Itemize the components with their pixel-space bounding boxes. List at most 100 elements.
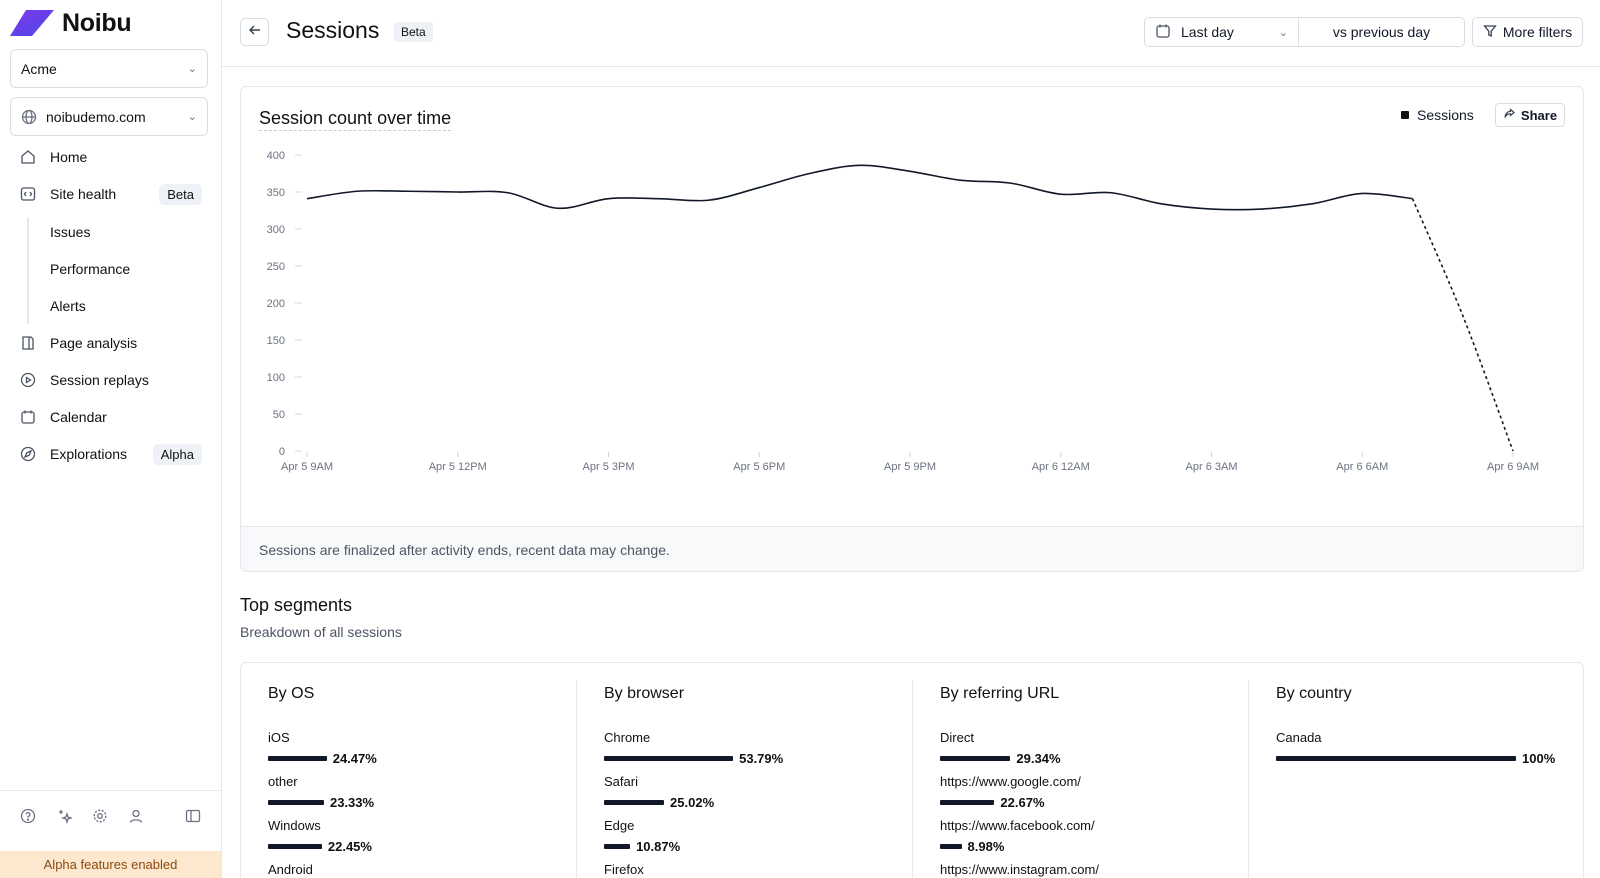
- segment-row[interactable]: Android: [268, 862, 568, 878]
- segment-percent: 24.47%: [332, 750, 377, 766]
- legend-label: Sessions: [1417, 107, 1474, 123]
- nav-calendar[interactable]: Calendar: [18, 403, 202, 431]
- x-tick-label: Apr 6 6AM: [1336, 461, 1388, 473]
- nav-session-replays[interactable]: Session replays: [18, 366, 202, 394]
- chevron-down-icon: ⌄: [187, 111, 197, 123]
- segment-bar: [268, 799, 324, 805]
- sidebar-toggle-icon[interactable]: [183, 806, 203, 826]
- page-header: Sessions Beta Last day ⌄ vs previous day…: [222, 0, 1600, 67]
- segment-row-label: https://www.facebook.com/: [940, 818, 1095, 833]
- nav-performance[interactable]: Performance: [50, 261, 131, 277]
- segment-row[interactable]: https://www.instagram.com/: [940, 862, 1240, 878]
- segment-row[interactable]: Firefox: [604, 862, 904, 878]
- legend-swatch: [1401, 111, 1409, 119]
- segment-row[interactable]: https://www.facebook.com/8.98%: [940, 818, 1240, 855]
- help-icon[interactable]: [18, 806, 38, 826]
- sessions-series-provisional-line[interactable]: [1411, 198, 1514, 452]
- segment-column: By country Canada 100%: [1249, 663, 1585, 878]
- segment-column: By OS iOS 24.47% other 23.33% Windows 22.45% An…: [241, 663, 577, 878]
- chevron-down-icon: ⌄: [1278, 26, 1288, 39]
- user-icon[interactable]: [126, 806, 146, 826]
- segment-percent: 10.87%: [636, 838, 681, 854]
- sidebar-footer: [0, 790, 221, 840]
- gear-icon[interactable]: [90, 806, 110, 826]
- segment-row-label: Direct: [940, 730, 974, 745]
- share-icon: [1503, 107, 1516, 123]
- segment-row[interactable]: Edge 10.87%: [604, 818, 904, 855]
- segment-row-label: Chrome: [604, 730, 651, 745]
- y-tick-label: 300: [267, 224, 285, 236]
- site-select[interactable]: noibudemo.com ⌄: [10, 97, 208, 136]
- session-line-chart: 0 50 100 150 200 250 300 350 400 Apr 5 9AM Apr 5 1…: [267, 150, 1539, 473]
- x-tick-label: Apr 5 6PM: [733, 461, 785, 473]
- globe-icon: [21, 109, 37, 125]
- calendar-icon: [18, 407, 38, 427]
- logo[interactable]: Noibu: [10, 8, 132, 38]
- segment-column-title: By country: [1276, 685, 1352, 702]
- segments-card: By OS iOS 24.47% other 23.33% Windows 22.45% An…: [240, 662, 1584, 878]
- segment-percent: 53.79%: [739, 750, 784, 766]
- date-range-group: Last day ⌄ vs previous day: [1144, 17, 1465, 47]
- segment-row[interactable]: Chrome 53.79%: [604, 730, 904, 767]
- nav-site-health-label: Site health: [50, 186, 117, 202]
- nav-home-label: Home: [50, 149, 88, 165]
- nav-site-health[interactable]: Site health Beta: [18, 180, 202, 208]
- share-label: Share: [1520, 107, 1558, 123]
- book-icon: [18, 333, 38, 353]
- org-select[interactable]: Acme ⌄: [10, 49, 208, 88]
- session-count-card: Session count over time Sessions Share 0…: [240, 86, 1584, 572]
- alpha-badge: Alpha: [152, 443, 202, 465]
- title-beta-badge: Beta: [394, 22, 433, 42]
- chart-title: Session count over time: [259, 108, 452, 131]
- segment-bar: [1276, 755, 1516, 761]
- code-window-icon: [18, 184, 38, 204]
- segment-row[interactable]: Canada 100%: [1276, 730, 1576, 767]
- x-tick-label: Apr 6 3AM: [1186, 461, 1238, 473]
- nav-issues[interactable]: Issues: [50, 224, 91, 240]
- segment-column-title: By browser: [604, 685, 685, 702]
- calendar-icon: [1155, 23, 1171, 42]
- y-tick-label: 50: [273, 409, 285, 421]
- x-tick-label: Apr 5 9AM: [281, 461, 333, 473]
- sparkles-icon[interactable]: [54, 806, 74, 826]
- segment-row[interactable]: other 23.33%: [268, 774, 568, 811]
- nav-alerts[interactable]: Alerts: [50, 298, 86, 314]
- y-tick-label: 150: [267, 335, 285, 347]
- segment-row[interactable]: Windows 22.45%: [268, 818, 568, 855]
- segment-row[interactable]: iOS 24.47%: [268, 730, 568, 767]
- segment-row-label: Edge: [604, 818, 635, 833]
- share-button[interactable]: Share: [1495, 103, 1565, 127]
- compare-select[interactable]: vs previous day: [1332, 24, 1431, 40]
- segment-percent: 22.67%: [1000, 794, 1045, 810]
- segment-percent: 23.33%: [329, 794, 375, 810]
- segment-bar: [604, 755, 734, 761]
- segment-bar: [940, 755, 1011, 761]
- segment-percent: 25.02%: [670, 794, 715, 810]
- x-tick-label: Apr 5 12PM: [429, 461, 487, 473]
- segment-row[interactable]: https://www.google.com/22.67%: [940, 774, 1240, 811]
- more-filters-button[interactable]: More filters: [1472, 17, 1583, 47]
- noibu-logo-icon: [10, 10, 54, 36]
- back-button[interactable]: [240, 18, 269, 46]
- segment-row-label: Safari: [604, 774, 638, 789]
- chart-legend[interactable]: Sessions: [1401, 107, 1474, 123]
- chevron-down-icon: ⌄: [187, 63, 197, 75]
- sessions-series-line[interactable]: [306, 164, 1413, 211]
- segment-row[interactable]: Safari 25.02%: [604, 774, 904, 811]
- segment-row-label: other: [268, 774, 298, 789]
- nav-explorations[interactable]: Explorations Alpha: [18, 440, 202, 468]
- y-tick-label: 400: [267, 150, 285, 162]
- home-icon: [18, 147, 38, 167]
- date-range-select[interactable]: Last day ⌄: [1145, 18, 1299, 46]
- segment-row[interactable]: Direct 29.34%: [940, 730, 1240, 767]
- subnav-line: [27, 218, 29, 324]
- nav-page-analysis[interactable]: Page analysis: [18, 329, 202, 357]
- nav-explorations-label: Explorations: [50, 446, 128, 462]
- date-range-value: Last day: [1181, 24, 1234, 40]
- segment-row-label: Windows: [268, 818, 321, 833]
- nav-home[interactable]: Home: [18, 143, 202, 171]
- segment-row-label: Firefox: [604, 862, 644, 877]
- nav-page-analysis-label: Page analysis: [50, 335, 138, 351]
- y-tick-label: 250: [267, 261, 285, 273]
